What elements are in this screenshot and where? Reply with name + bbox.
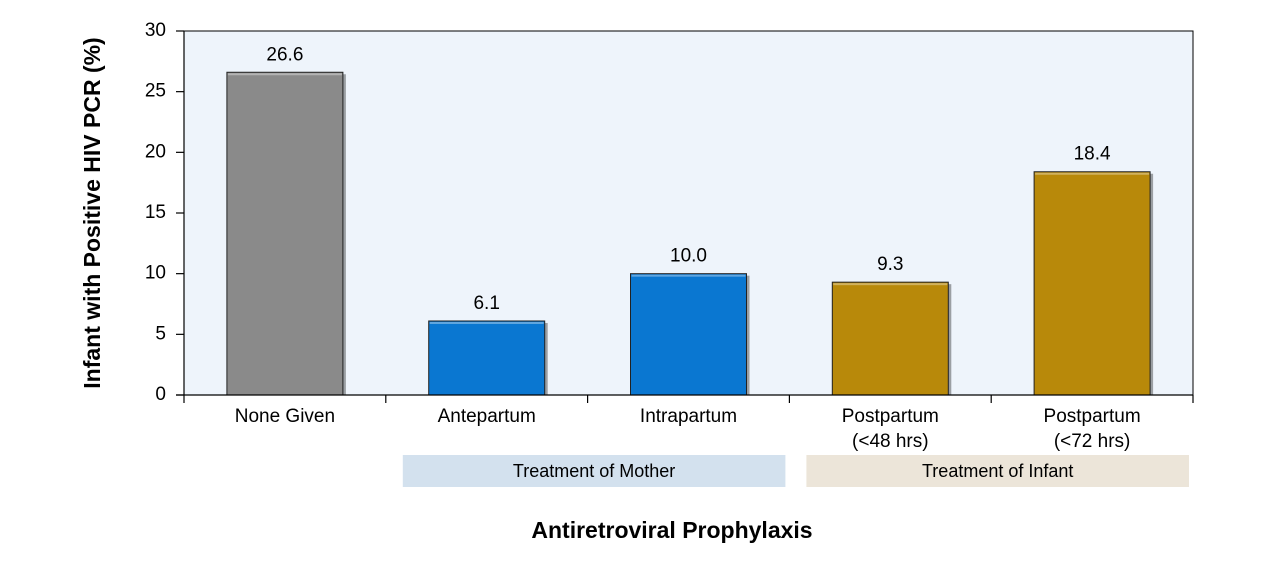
- bar: [226, 71, 344, 396]
- bar: [831, 281, 949, 396]
- bar: [630, 273, 747, 396]
- data-label: 10.0: [670, 246, 707, 267]
- y-tick-label: 0: [155, 384, 166, 405]
- group-band: Treatment of Mother: [402, 455, 786, 487]
- data-label: 26.6: [266, 44, 303, 65]
- x-tick-label: Postpartum: [842, 406, 939, 427]
- x-tick-label: (<72 hrs): [1054, 431, 1131, 452]
- data-label: 9.3: [877, 254, 903, 275]
- x-tick-label: (<48 hrs): [852, 431, 929, 452]
- x-tick-label: None Given: [235, 406, 335, 427]
- bar-highlight: [227, 73, 342, 76]
- data-label: 6.1: [473, 293, 499, 314]
- group-band: Treatment of Infant: [806, 455, 1189, 487]
- y-tick-label: 25: [145, 81, 166, 102]
- x-tick-label: Postpartum: [1044, 406, 1141, 427]
- bar-group: 26.6: [226, 44, 346, 396]
- bar: [428, 320, 546, 396]
- y-tick-label: 5: [155, 323, 166, 344]
- data-label: 18.4: [1074, 144, 1111, 165]
- y-tick-label: 20: [145, 141, 166, 162]
- y-tick-label: 15: [145, 202, 166, 223]
- y-tick-label: 10: [145, 263, 166, 284]
- bar-highlight: [833, 283, 948, 286]
- bar-group: 6.1: [428, 293, 548, 396]
- bar-group: 10.0: [630, 246, 750, 396]
- bar-group: 9.3: [831, 254, 952, 396]
- bar: [1033, 171, 1151, 396]
- y-axis-title: Infant with Positive HIV PCR (%): [79, 37, 105, 388]
- group-band-bg: [806, 455, 1189, 487]
- group-label: Treatment of Infant: [922, 461, 1073, 481]
- bar-group: 18.4: [1033, 144, 1154, 396]
- bar-highlight: [429, 321, 544, 324]
- x-tick-label: Intrapartum: [640, 406, 737, 427]
- bar-highlight: [1035, 172, 1150, 175]
- x-axis-title: Antiretroviral Prophylaxis: [531, 517, 812, 543]
- x-tick-label: Antepartum: [438, 406, 536, 427]
- group-band-bg: [402, 455, 786, 487]
- y-tick-label: 30: [145, 20, 166, 41]
- group-label: Treatment of Mother: [513, 461, 675, 481]
- bar-highlight: [631, 274, 746, 277]
